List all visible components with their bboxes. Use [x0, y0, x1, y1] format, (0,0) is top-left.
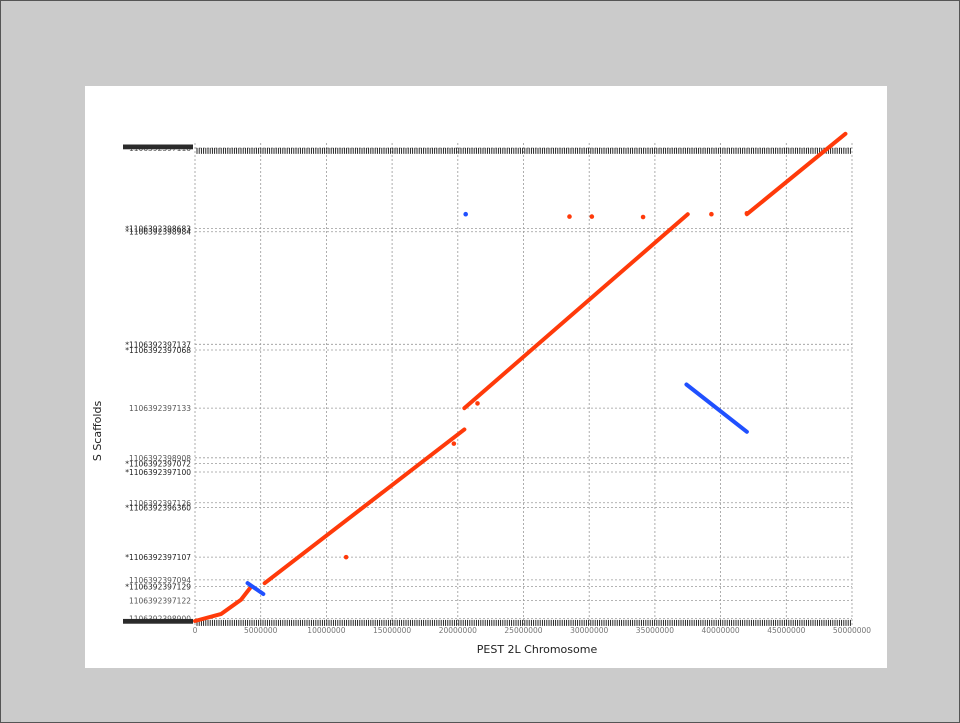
alignment-run: [684, 382, 749, 434]
y-tick-label: *1106392398683: [125, 224, 191, 233]
y-tick-label: *1106392397137: [125, 340, 191, 349]
x-tick-label: 20000000: [439, 626, 477, 635]
x-tick-label: 25000000: [504, 626, 542, 635]
overlapping-label-block: [123, 147, 193, 150]
alignment-point: [709, 211, 714, 217]
y-tick-label: *1106392397129: [125, 582, 191, 591]
grid-lines: [194, 143, 853, 625]
alignment-run: [462, 212, 690, 411]
alignment-point: [567, 214, 572, 219]
data-marks: [193, 131, 848, 623]
x-tick-label: 35000000: [636, 626, 674, 635]
y-tick-label: *1106392397068: [125, 346, 191, 355]
y-tick-label: 1106392397133: [129, 404, 191, 413]
overlapping-label-block: [123, 144, 193, 147]
overlapping-label-block: [123, 145, 193, 148]
y-tick-labels: 1106392397110*1106392398683*110639239898…: [125, 144, 191, 624]
overlapping-label-block: [123, 621, 193, 624]
y-axis-title: S Scaffolds: [91, 401, 104, 462]
scaffold-boundary-ticks: [123, 144, 851, 626]
alignment-point: [640, 214, 646, 220]
alignment-run: [262, 427, 467, 586]
y-tick-label: 1106392398908: [129, 454, 191, 463]
x-tick-label: 10000000: [307, 626, 345, 635]
y-tick-label: *1106392397100: [125, 468, 191, 477]
overlapping-label-block: [123, 618, 193, 622]
y-tick-label: *1106392398984: [125, 228, 191, 237]
alignment-point: [475, 401, 480, 406]
x-tick-label: 15000000: [373, 626, 411, 635]
alignment-run: [744, 131, 848, 217]
x-tick-label: 45000000: [767, 626, 805, 635]
alignment-run: [245, 581, 266, 597]
y-tick-label: 1106392397094: [129, 576, 191, 585]
x-tick-label: 30000000: [570, 626, 608, 635]
y-tick-label: 1106392397126: [129, 499, 191, 508]
y-tick-label: *1106392397107: [125, 553, 191, 562]
chart-panel: 0 5000000 10000000 15000000 20000000 25000000…: [85, 86, 887, 668]
y-tick-label: 1106392397122: [129, 597, 191, 606]
x-tick-label: 50000000: [833, 626, 871, 635]
alignment-point: [451, 441, 457, 446]
dotplot-chart: 0 5000000 10000000 15000000 20000000 25000000…: [91, 131, 872, 656]
y-tick-label: *1106392397072: [125, 459, 191, 468]
x-tick-label: 40000000: [702, 626, 740, 635]
x-axis-title: PEST 2L Chromosome: [477, 643, 598, 656]
alignment-point: [463, 211, 468, 217]
alignment-point: [343, 554, 349, 560]
alignment-point: [589, 214, 595, 219]
alignment-run: [193, 585, 253, 623]
x-tick-labels: 0 5000000 10000000 15000000 20000000 25000000…: [193, 626, 872, 635]
overlapping-label-block: [123, 620, 193, 623]
alignment-point: [744, 210, 750, 216]
x-tick-label: 0: [193, 626, 198, 635]
x-tick-label: 5000000: [244, 626, 278, 635]
y-tick-label: *1106392396360: [125, 503, 191, 512]
